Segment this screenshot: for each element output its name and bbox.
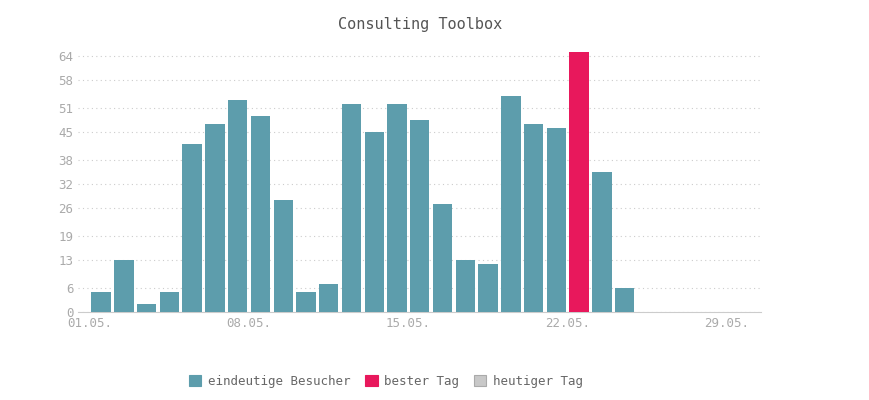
Bar	[205, 124, 224, 312]
Bar	[364, 132, 383, 312]
Bar	[296, 292, 315, 312]
Bar	[136, 304, 156, 312]
Bar	[228, 100, 247, 312]
Bar	[342, 104, 361, 312]
Bar	[523, 124, 542, 312]
Bar	[569, 52, 588, 312]
Bar	[160, 292, 179, 312]
Bar	[114, 260, 133, 312]
Legend: eindeutige Besucher, bester Tag, heutiger Tag: eindeutige Besucher, bester Tag, heutige…	[183, 370, 587, 393]
Bar	[501, 96, 520, 312]
Bar	[319, 284, 338, 312]
Bar	[91, 292, 110, 312]
Bar	[273, 200, 293, 312]
Title: Consulting Toolbox: Consulting Toolbox	[337, 17, 501, 32]
Bar	[182, 144, 202, 312]
Bar	[614, 288, 634, 312]
Bar	[433, 204, 452, 312]
Bar	[387, 104, 406, 312]
Bar	[478, 264, 497, 312]
Bar	[546, 128, 566, 312]
Bar	[250, 116, 269, 312]
Bar	[592, 172, 611, 312]
Bar	[409, 120, 429, 312]
Bar	[455, 260, 474, 312]
